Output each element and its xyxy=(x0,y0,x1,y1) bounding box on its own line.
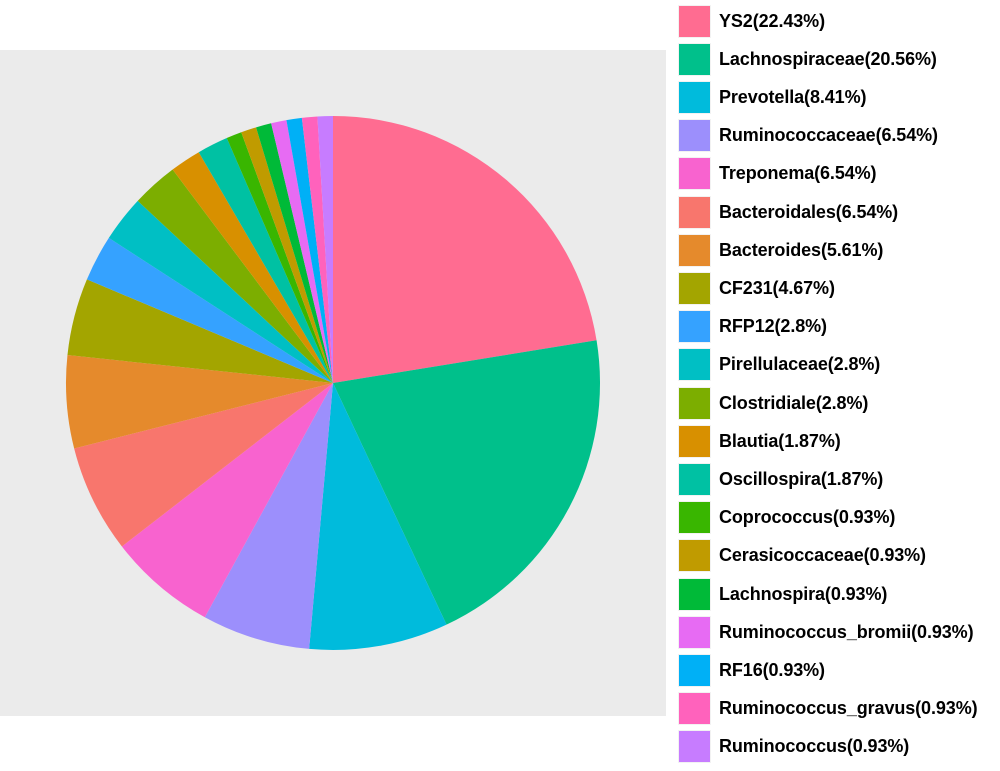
pie-chart xyxy=(66,116,601,651)
legend-color-key xyxy=(678,501,711,535)
legend-color-key xyxy=(678,310,711,344)
legend-item: Lachnospiraceae(20.56%) xyxy=(678,40,998,78)
legend-item: Ruminococcaceae(6.54%) xyxy=(678,117,998,155)
pie-slice-1 xyxy=(333,340,601,625)
legend-label: Blautia(1.87%) xyxy=(719,430,841,451)
legend-label: Coprococcus(0.93%) xyxy=(719,507,896,528)
legend-color-key xyxy=(678,119,711,153)
pie-slice-11 xyxy=(172,152,333,383)
legend-color-key xyxy=(678,233,711,267)
legend-label: Ruminococcus_gravus(0.93%) xyxy=(719,698,978,719)
pie-slice-6 xyxy=(66,355,333,449)
pie-slice-4 xyxy=(121,383,334,618)
pie-slice-2 xyxy=(309,383,447,651)
legend-item: RFP12(2.8%) xyxy=(678,308,998,346)
legend-color-key xyxy=(678,577,711,611)
pie-slice-3 xyxy=(204,383,333,649)
legend-label: CF231(4.67%) xyxy=(719,277,835,298)
legend-label: Ruminococcus_bromii(0.93%) xyxy=(719,621,974,642)
pie-slice-17 xyxy=(286,117,333,383)
legend-item: RF16(0.93%) xyxy=(678,651,998,689)
legend-label: Bacteroidales(6.54%) xyxy=(719,201,899,222)
pie-slice-8 xyxy=(86,237,333,383)
legend-item: Cerasicoccaceae(0.93%) xyxy=(678,537,998,575)
legend-item: CF231(4.67%) xyxy=(678,269,998,307)
legend-label: Lachnospira(0.93%) xyxy=(719,583,888,604)
legend-color-key xyxy=(678,692,711,726)
legend-color-key xyxy=(678,157,711,191)
legend-item: Ruminococcus(0.93%) xyxy=(678,728,998,766)
legend-color-key xyxy=(678,4,711,38)
legend-item: Treponema(6.54%) xyxy=(678,155,998,193)
legend-color-key xyxy=(678,424,711,458)
legend-color-key xyxy=(678,653,711,687)
legend-label: Bacteroides(5.61%) xyxy=(719,239,884,260)
legend-label: Lachnospiraceae(20.56%) xyxy=(719,48,937,69)
legend-item: Pirellulaceae(2.8%) xyxy=(678,346,998,384)
pie-slice-18 xyxy=(301,116,333,384)
pie-slice-12 xyxy=(198,138,333,383)
legend-item: Blautia(1.87%) xyxy=(678,422,998,460)
legend-label: YS2(22.43%) xyxy=(719,10,825,31)
legend-label: Treponema(6.54%) xyxy=(719,163,877,184)
legend-label: Prevotella(8.41%) xyxy=(719,86,867,107)
legend-label: RF16(0.93%) xyxy=(719,659,825,680)
legend-label: Ruminococcus(0.93%) xyxy=(719,736,910,757)
legend-color-key xyxy=(678,539,711,573)
pie-slice-15 xyxy=(256,123,333,384)
legend-color-key xyxy=(678,615,711,649)
legend-item: Coprococcus(0.93%) xyxy=(678,499,998,537)
pie-slice-7 xyxy=(67,279,333,383)
legend-item: Ruminococcus_gravus(0.93%) xyxy=(678,690,998,728)
legend-label: Ruminococcaceae(6.54%) xyxy=(719,125,938,146)
legend-item: Prevotella(8.41%) xyxy=(678,78,998,116)
pie-slice-9 xyxy=(108,200,333,383)
plot-panel xyxy=(0,50,666,716)
legend-color-key xyxy=(678,271,711,305)
legend-item: Lachnospira(0.93%) xyxy=(678,575,998,613)
legend-color-key xyxy=(678,195,711,229)
pie-slice-0 xyxy=(333,116,597,383)
legend-item: Bacteroides(5.61%) xyxy=(678,231,998,269)
legend-item: Ruminococcus_bromii(0.93%) xyxy=(678,613,998,651)
legend: YS2(22.43%) Lachnospiraceae(20.56%) Prevot… xyxy=(678,0,1000,771)
legend-label: RFP12(2.8%) xyxy=(719,316,827,337)
legend-color-key xyxy=(678,348,711,382)
legend-label: Cerasicoccaceae(0.93%) xyxy=(719,545,926,566)
legend-label: Oscillospira(1.87%) xyxy=(719,468,884,489)
pie-slice-10 xyxy=(137,169,333,383)
pie-slice-19 xyxy=(317,116,333,383)
legend-label: Clostridiale(2.8%) xyxy=(719,392,869,413)
legend-item: Oscillospira(1.87%) xyxy=(678,460,998,498)
pie-slice-13 xyxy=(226,132,333,383)
legend-item: Bacteroidales(6.54%) xyxy=(678,193,998,231)
legend-item: Clostridiale(2.8%) xyxy=(678,384,998,422)
legend-color-key xyxy=(678,386,711,420)
legend-color-key xyxy=(678,80,711,114)
pie-slice-14 xyxy=(241,127,333,383)
pie-slice-16 xyxy=(271,120,333,383)
legend-color-key xyxy=(678,730,711,764)
legend-label: Pirellulaceae(2.8%) xyxy=(719,354,881,375)
pie-slice-5 xyxy=(74,383,333,547)
legend-color-key xyxy=(678,42,711,76)
legend-item: YS2(22.43%) xyxy=(678,2,998,40)
legend-color-key xyxy=(678,462,711,496)
